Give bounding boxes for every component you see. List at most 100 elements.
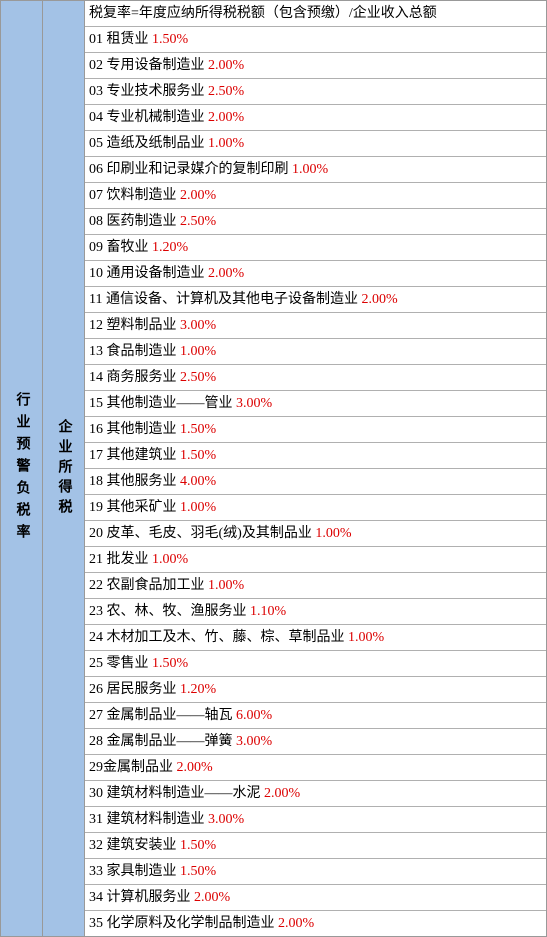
row-rate: 2.00% (177, 760, 213, 775)
row-industry: 建筑材料制造业——水泥 (107, 786, 261, 801)
formula-header: 税复率=年度应纳所得税税额（包含预缴）/企业收入总额 (85, 1, 546, 27)
table-row: 10 通用设备制造业 2.00% (85, 261, 546, 287)
row-industry: 零售业 (107, 656, 149, 671)
table-row: 25 零售业 1.50% (85, 651, 546, 677)
row-rate: 2.00% (361, 292, 397, 307)
row-industry: 计算机服务业 (107, 890, 191, 905)
row-number: 18 (89, 474, 103, 489)
row-industry: 其他采矿业 (107, 500, 177, 515)
row-industry: 金属制品业 (103, 760, 173, 775)
row-rate: 2.00% (194, 890, 230, 905)
row-industry: 饮料制造业 (107, 188, 177, 203)
row-number: 21 (89, 552, 103, 567)
row-rate: 1.00% (292, 162, 328, 177)
row-number: 30 (89, 786, 103, 801)
row-rate: 1.20% (180, 682, 216, 697)
row-number: 23 (89, 604, 103, 619)
table-row: 23 农、林、牧、渔服务业 1.10% (85, 599, 546, 625)
row-rate: 1.00% (208, 578, 244, 593)
row-number: 15 (89, 396, 103, 411)
table-row: 17 其他建筑业 1.50% (85, 443, 546, 469)
tax-type-column: 企业所得税 (43, 1, 85, 936)
row-industry: 印刷业和记录媒介的复制印刷 (107, 162, 289, 177)
table-row: 29金属制品业 2.00% (85, 755, 546, 781)
table-row: 12 塑料制品业 3.00% (85, 313, 546, 339)
table-row: 26 居民服务业 1.20% (85, 677, 546, 703)
row-number: 31 (89, 812, 103, 827)
row-number: 04 (89, 110, 103, 125)
data-column: 税复率=年度应纳所得税税额（包含预缴）/企业收入总额 01 租赁业 1.50% 0… (85, 1, 546, 936)
row-industry: 造纸及纸制品业 (107, 136, 205, 151)
row-industry: 农副食品加工业 (107, 578, 205, 593)
row-industry: 皮革、毛皮、羽毛(绒)及其制品业 (107, 526, 312, 541)
row-number: 10 (89, 266, 103, 281)
table-row: 06 印刷业和记录媒介的复制印刷 1.00% (85, 157, 546, 183)
row-number: 33 (89, 864, 103, 879)
row-industry: 食品制造业 (107, 344, 177, 359)
row-industry: 商务服务业 (107, 370, 177, 385)
table-row: 20 皮革、毛皮、羽毛(绒)及其制品业 1.00% (85, 521, 546, 547)
table-row: 21 批发业 1.00% (85, 547, 546, 573)
row-number: 29 (89, 760, 103, 775)
category-column: 行业预警负税率 (1, 1, 43, 936)
row-number: 03 (89, 84, 103, 99)
row-industry: 畜牧业 (107, 240, 149, 255)
row-number: 22 (89, 578, 103, 593)
row-rate: 1.50% (152, 32, 188, 47)
row-number: 35 (89, 916, 103, 931)
row-industry: 其他服务业 (107, 474, 177, 489)
row-number: 14 (89, 370, 103, 385)
table-row: 30 建筑材料制造业——水泥 2.00% (85, 781, 546, 807)
row-rate: 1.00% (315, 526, 351, 541)
row-industry: 化学原料及化学制品制造业 (107, 916, 275, 931)
row-number: 32 (89, 838, 103, 853)
row-industry: 专业技术服务业 (107, 84, 205, 99)
row-number: 08 (89, 214, 103, 229)
table-row: 03 专业技术服务业 2.50% (85, 79, 546, 105)
row-rate: 2.50% (180, 370, 216, 385)
row-number: 24 (89, 630, 103, 645)
table-row: 11 通信设备、计算机及其他电子设备制造业 2.00% (85, 287, 546, 313)
category-label: 行业预警负税率 (12, 392, 32, 546)
row-rate: 3.00% (208, 812, 244, 827)
row-number: 09 (89, 240, 103, 255)
row-rate: 1.50% (152, 656, 188, 671)
row-industry: 金属制品业——轴瓦 (107, 708, 233, 723)
row-rate: 6.00% (236, 708, 272, 723)
row-number: 17 (89, 448, 103, 463)
table-row: 09 畜牧业 1.20% (85, 235, 546, 261)
row-industry: 金属制品业——弹簧 (107, 734, 233, 749)
row-number: 11 (89, 292, 102, 307)
row-industry: 通信设备、计算机及其他电子设备制造业 (106, 292, 358, 307)
row-rate: 1.00% (152, 552, 188, 567)
tax-rate-table: 行业预警负税率 企业所得税 税复率=年度应纳所得税税额（包含预缴）/企业收入总额… (0, 0, 547, 937)
row-rate: 1.50% (180, 838, 216, 853)
table-row: 14 商务服务业 2.50% (85, 365, 546, 391)
table-row: 04 专业机械制造业 2.00% (85, 105, 546, 131)
row-rate: 2.00% (208, 58, 244, 73)
row-rate: 2.00% (208, 266, 244, 281)
row-rate: 2.00% (278, 916, 314, 931)
row-rate: 1.50% (180, 422, 216, 437)
row-number: 25 (89, 656, 103, 671)
table-row: 33 家具制造业 1.50% (85, 859, 546, 885)
table-row: 15 其他制造业——管业 3.00% (85, 391, 546, 417)
row-rate: 1.50% (180, 864, 216, 879)
row-rate: 3.00% (236, 734, 272, 749)
row-number: 28 (89, 734, 103, 749)
row-number: 13 (89, 344, 103, 359)
row-industry: 塑料制品业 (107, 318, 177, 333)
row-industry: 医药制造业 (107, 214, 177, 229)
table-row: 16 其他制造业 1.50% (85, 417, 546, 443)
row-industry: 家具制造业 (107, 864, 177, 879)
row-industry: 建筑材料制造业 (107, 812, 205, 827)
table-row: 35 化学原料及化学制品制造业 2.00% (85, 911, 546, 936)
row-rate: 2.00% (208, 110, 244, 125)
row-number: 07 (89, 188, 103, 203)
row-number: 05 (89, 136, 103, 151)
row-industry: 建筑安装业 (107, 838, 177, 853)
row-industry: 批发业 (107, 552, 149, 567)
table-row: 01 租赁业 1.50% (85, 27, 546, 53)
row-rate: 2.00% (180, 188, 216, 203)
table-row: 32 建筑安装业 1.50% (85, 833, 546, 859)
